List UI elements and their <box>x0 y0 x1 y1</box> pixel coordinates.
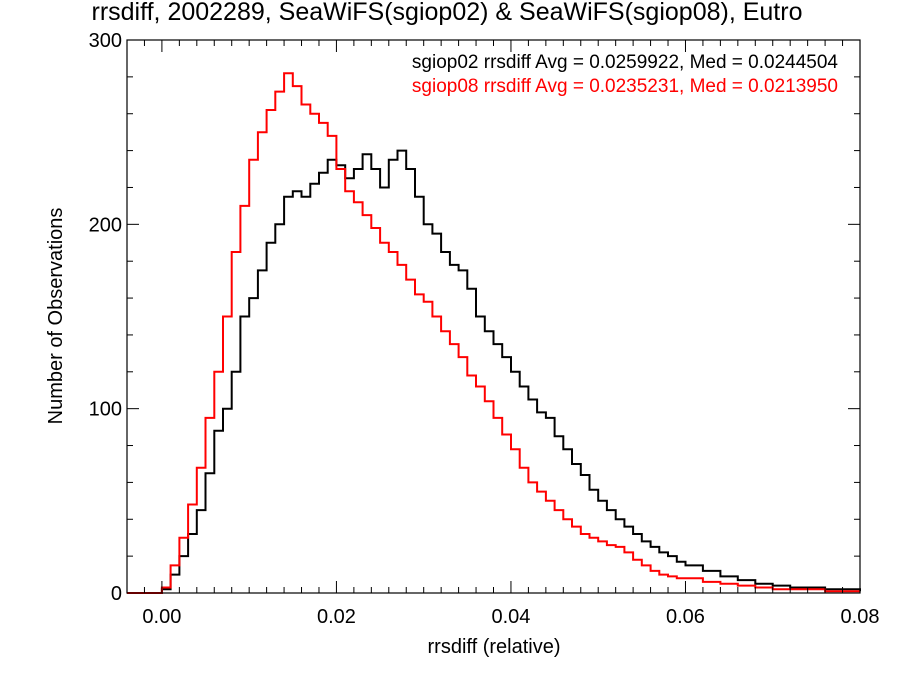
y-tick-label: 100 <box>89 399 122 421</box>
y-tick-label: 200 <box>89 214 122 236</box>
x-tick-label: 0.00 <box>142 606 181 628</box>
series-line-1 <box>127 72 860 594</box>
y-axis-label: Number of Observations <box>45 208 67 425</box>
y-tick-label: 0 <box>111 583 122 605</box>
x-tick-label: 0.08 <box>841 606 880 628</box>
y-tick-label: 300 <box>89 30 122 52</box>
x-axis-ticks: 0.00 0.02 0.04 0.06 0.08 <box>142 40 879 628</box>
x-tick-label: 0.02 <box>317 606 356 628</box>
series-line-0 <box>127 149 861 594</box>
legend-annotation-sgiop02: sgiop02 rrsdiff Avg = 0.0259922, Med = 0… <box>412 52 839 73</box>
plot-lines <box>127 72 861 594</box>
x-tick-label: 0.04 <box>491 606 530 628</box>
x-tick-label: 0.06 <box>666 606 705 628</box>
legend-annotation-sgiop08: sgiop08 rrsdiff Avg = 0.0235231, Med = 0… <box>412 76 838 97</box>
chart-title: rrsdiff, 2002289, SeaWiFS(sgiop02) & Sea… <box>92 0 803 26</box>
y-axis-ticks: 0 100 200 300 <box>89 30 860 605</box>
x-axis-label: rrsdiff (relative) <box>428 636 561 658</box>
